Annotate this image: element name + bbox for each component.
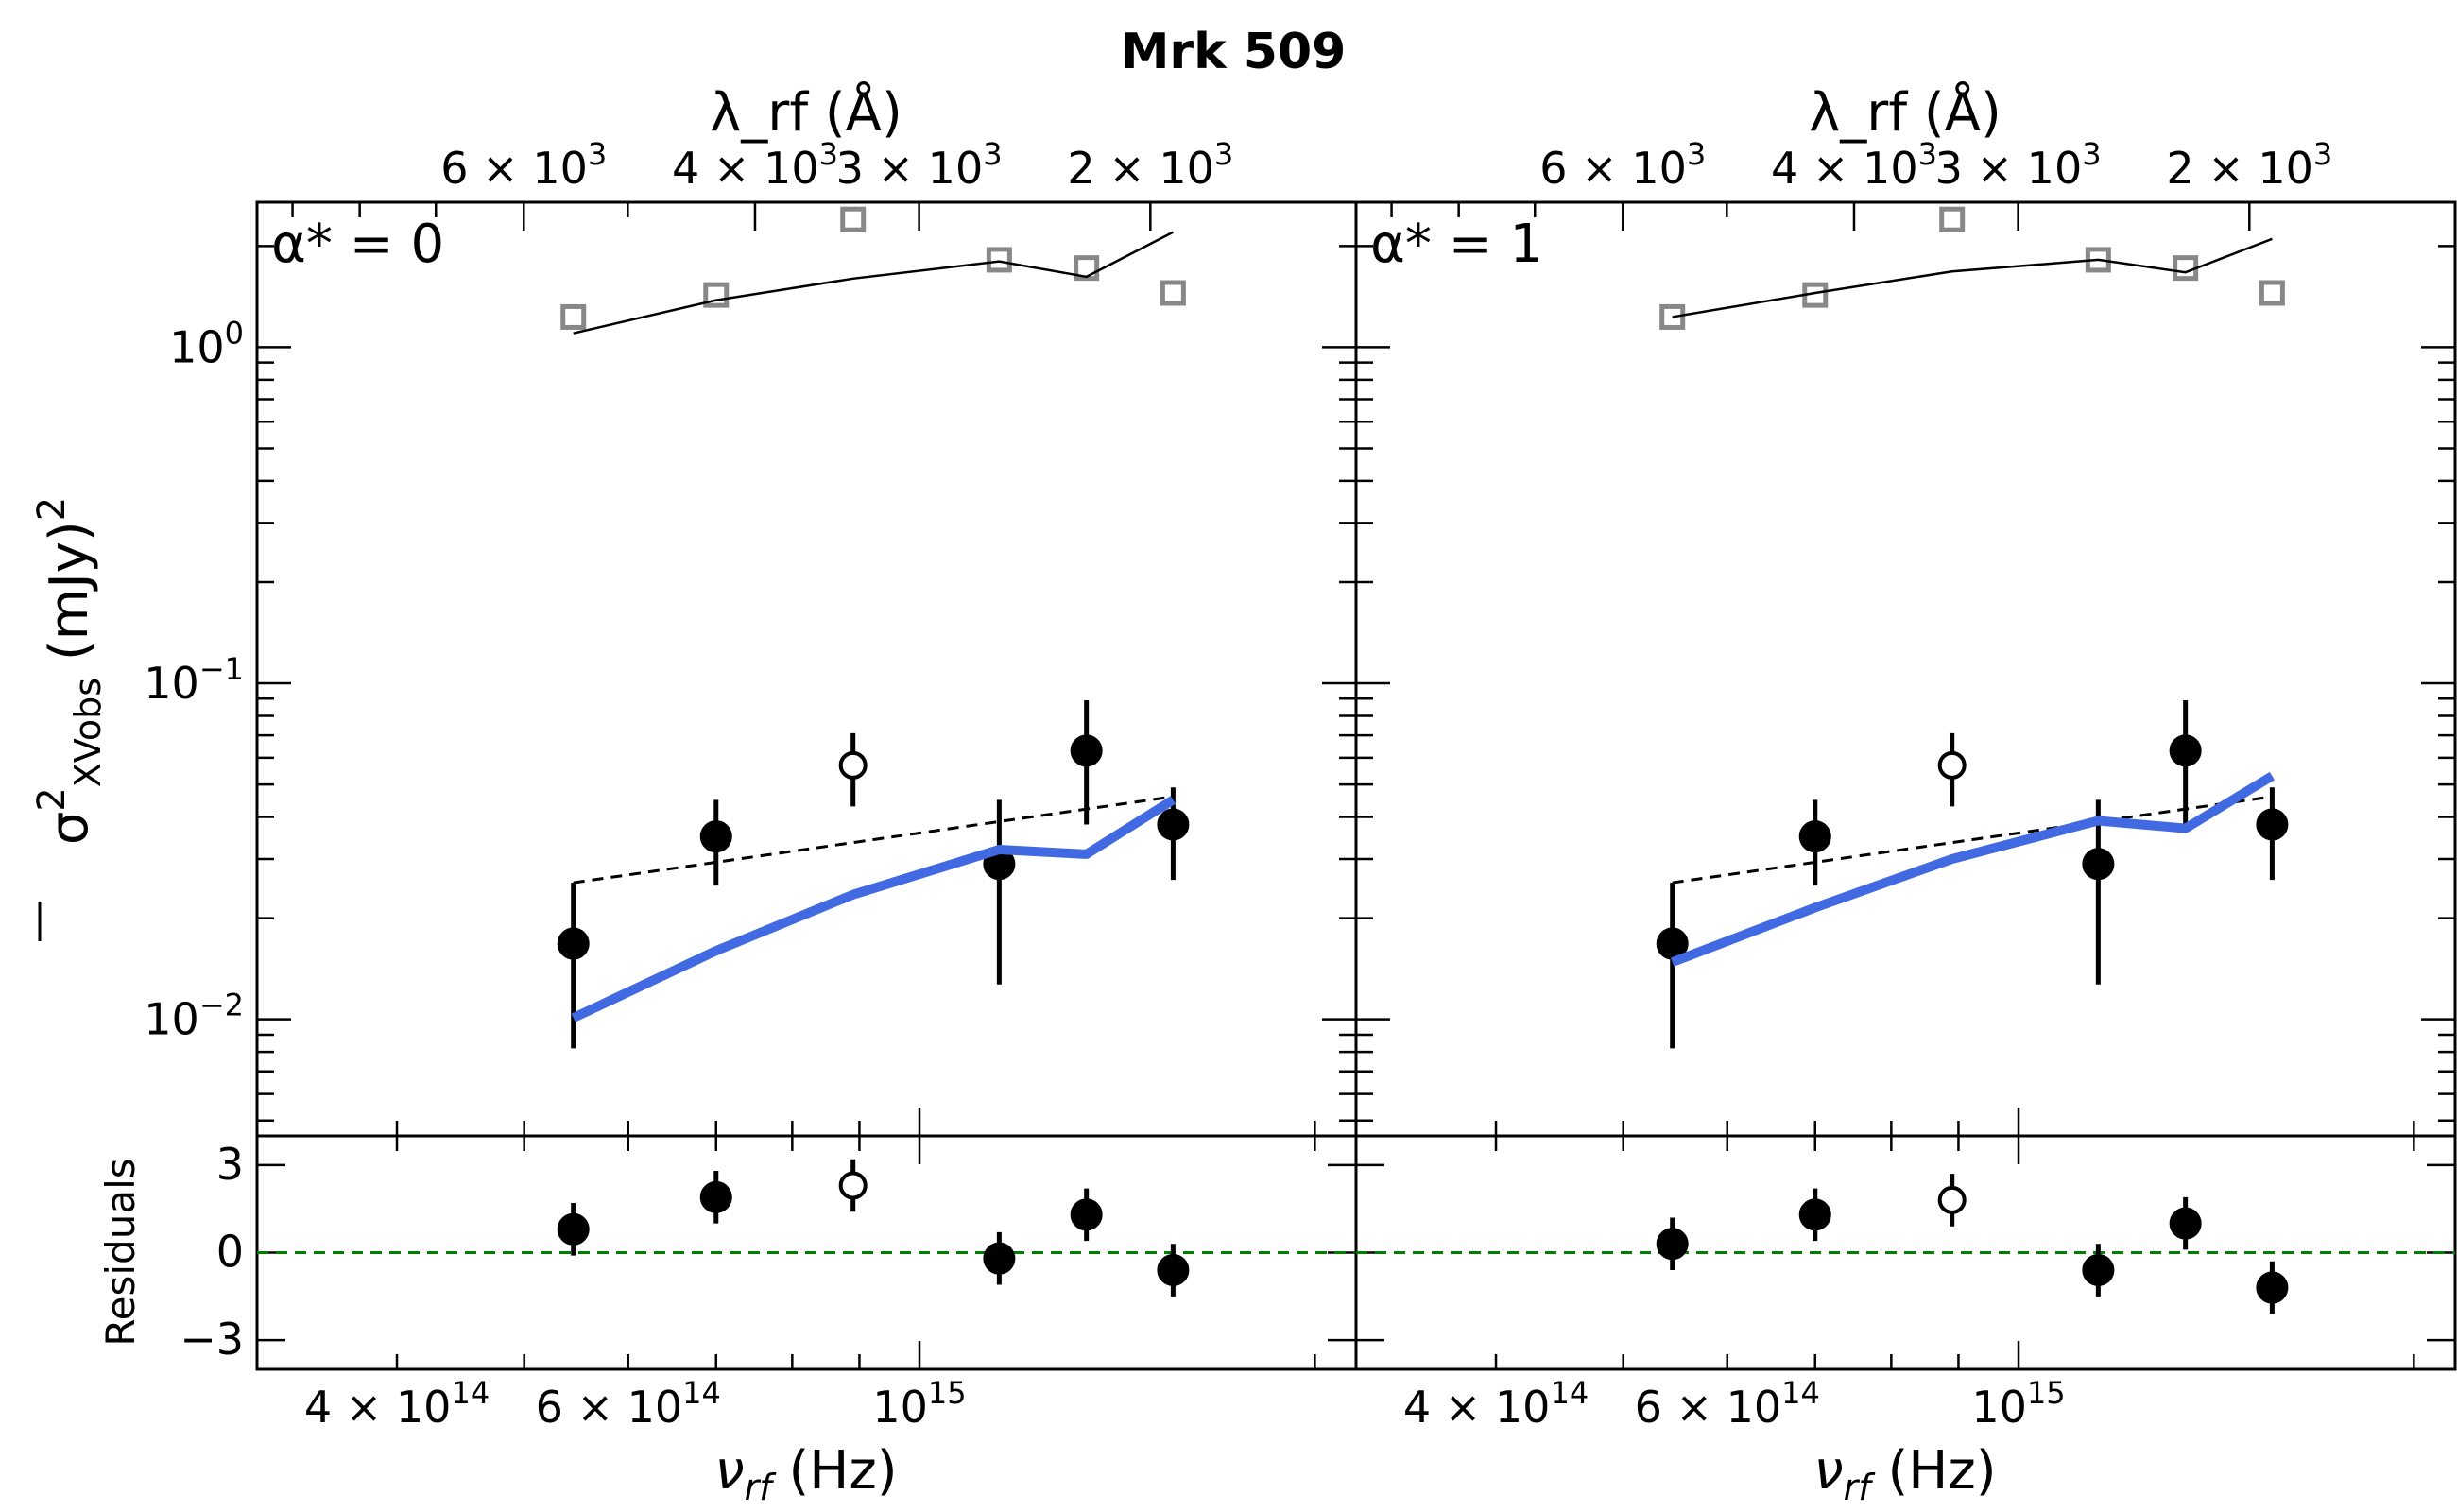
residual-marks	[1356, 1136, 2455, 1369]
panel-label: α* = 1	[1370, 214, 1543, 275]
data-point	[1157, 1254, 1190, 1287]
model-line-blue	[571, 796, 1177, 1022]
y-axis-title: σ2XVobs (mJy)2	[30, 497, 109, 941]
top-axis-title: λ_rf (Å)	[1809, 81, 2002, 144]
svg-text:σ2XVobs (mJy)2: σ2XVobs (mJy)2	[30, 497, 109, 845]
data-point	[557, 927, 590, 960]
x-tick-label: 6 × 1014	[536, 1375, 721, 1433]
data-point	[2082, 1254, 2115, 1287]
bottom-axis-title: νrf (Hz) νrf (Hz)	[714, 1440, 1996, 1508]
residual-panel-alpha-1	[1354, 1134, 2457, 1371]
residual-marks: 3 0 −3	[180, 1136, 1356, 1369]
y-tick-label: 10−2	[144, 988, 244, 1045]
top-tick-label: 3 × 103	[1935, 136, 2102, 194]
square-marker	[2259, 280, 2285, 306]
data-point	[983, 1242, 1016, 1275]
top-tick-label: 4 × 103	[672, 136, 838, 194]
x-tick-label: 4 × 1014	[1403, 1375, 1589, 1433]
y-tick-label: −3	[180, 1314, 244, 1365]
y-tick-label: 3	[216, 1139, 244, 1190]
model-line-total	[573, 231, 1174, 335]
x-axis-title-nu: νrf (Hz)	[714, 1440, 897, 1508]
data-point	[2256, 1271, 2289, 1304]
x-tick-label: 4 × 1014	[304, 1375, 490, 1433]
x-tick-label: 6 × 1014	[1635, 1375, 1820, 1433]
y-tick-label: 10−1	[144, 651, 244, 709]
figure-title: Mrk 509	[1121, 24, 1347, 80]
top-axis-title: λ_rf (Å)	[710, 81, 902, 144]
data-point	[699, 1180, 732, 1213]
square-marker	[840, 206, 867, 232]
data-point	[1798, 1198, 1831, 1231]
data-point	[1070, 734, 1103, 767]
data-point	[2169, 734, 2202, 767]
square-marker	[986, 247, 1012, 273]
plot-frame	[255, 200, 1358, 1138]
open-circle-point	[1937, 750, 1967, 780]
top-tick-label: 6 × 103	[1539, 136, 1706, 194]
y-tick-label: 100	[169, 315, 244, 372]
top-tick-label: 6 × 103	[440, 136, 607, 194]
data-point	[2169, 1207, 2202, 1240]
panel-label: α* = 0	[271, 214, 444, 275]
open-circle-point	[1937, 1185, 1967, 1214]
top-tick-label: 3 × 103	[836, 136, 1003, 194]
top-tick-label: 2 × 103	[2166, 136, 2332, 194]
top-tick-label: 2 × 103	[1067, 136, 1233, 194]
x-tick-label: 1015	[1971, 1375, 2065, 1433]
square-marker	[2173, 255, 2199, 282]
open-circle-point	[838, 1171, 868, 1200]
panel-alpha-0: α* = 0 λ_rf (Å) 100 10−1 10−2 6 × 103 4 × 10…	[144, 81, 1358, 1138]
data-point	[1656, 1228, 1689, 1261]
dashed-fit-line	[573, 795, 1174, 885]
data-point	[1070, 1198, 1103, 1231]
residuals-axis-title: Residuals	[97, 1158, 144, 1346]
x-axis-title-nu: νrf (Hz)	[1813, 1440, 1996, 1508]
data-point	[1157, 808, 1190, 841]
residual-panel-alpha-0: Residuals 3 0 −3	[97, 1134, 1358, 1371]
square-marker	[560, 303, 587, 330]
plot-frame	[1354, 200, 2457, 1138]
open-circle-point	[838, 750, 868, 780]
dashed-fit-line	[1672, 795, 2273, 885]
square-marker	[1939, 206, 1966, 232]
data-point	[1798, 820, 1831, 853]
data-point	[2256, 808, 2289, 841]
data-point	[699, 820, 732, 853]
model-line-total	[1672, 237, 2273, 318]
data-point	[2082, 848, 2115, 881]
square-marker	[1160, 280, 1186, 306]
top-tick-label: 4 × 103	[1771, 136, 1937, 194]
x-tick-label: 1015	[872, 1375, 966, 1433]
y-tick-label: 0	[216, 1227, 244, 1278]
data-point	[557, 1212, 590, 1246]
model-line-blue	[1670, 771, 2275, 967]
